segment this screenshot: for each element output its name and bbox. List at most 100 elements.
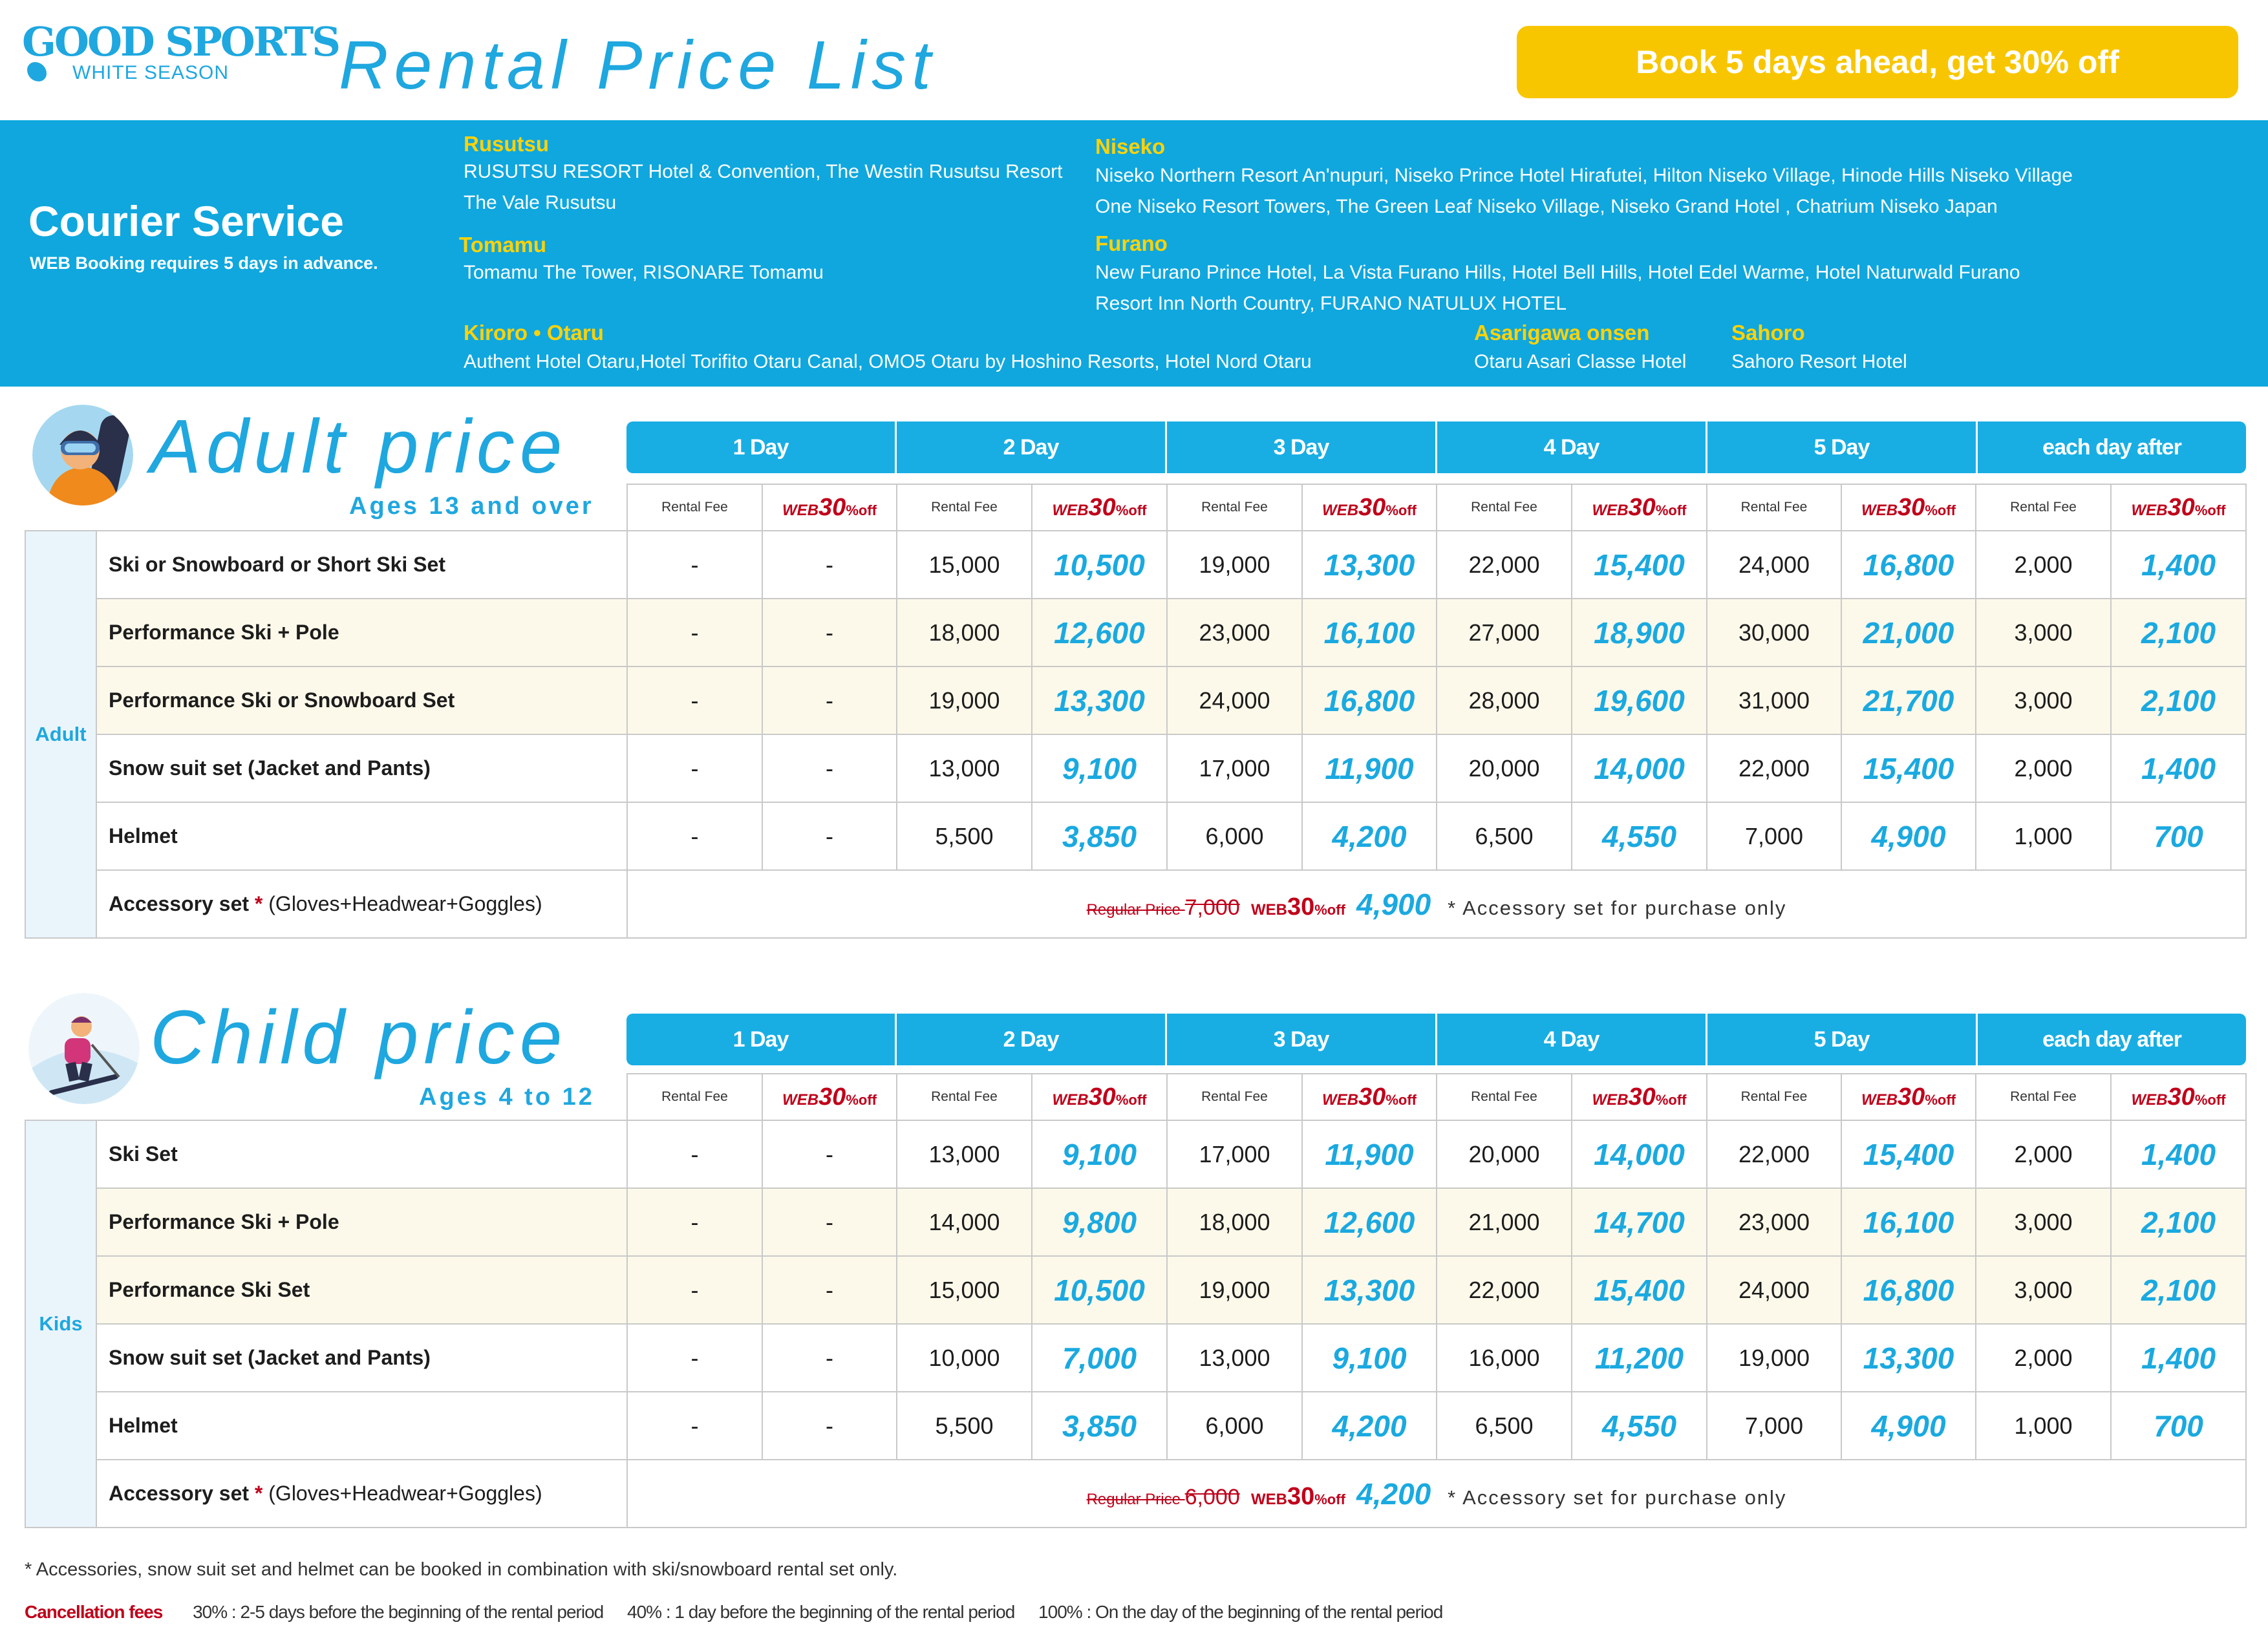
web-price-cell: 10,500 <box>1031 530 1168 599</box>
adult-day-header: 1 Day 2 Day 3 Day 4 Day 5 Day each day a… <box>626 421 2246 473</box>
web-price-cell: 4,200 <box>1301 1391 1437 1460</box>
snowboarder-avatar-icon <box>32 405 133 506</box>
web-price-cell: 9,100 <box>1301 1323 1437 1392</box>
adult-price-table: Rental Fee WEB30%off Rental Fee WEB30%of… <box>25 484 2247 939</box>
price-cell: 19,000 <box>1166 1255 1303 1325</box>
area-tomamu: Tomamu <box>459 233 547 257</box>
cancellation-item: 40% : 1 day before the beginning of the … <box>627 1602 1015 1622</box>
day-header-3: 3 Day <box>1167 421 1437 473</box>
hotels-furano-2: Resort Inn North Country, FURANO NATULUX… <box>1095 293 1567 314</box>
price-cell: - <box>762 1188 897 1257</box>
web-price-cell: 19,600 <box>1571 666 1707 735</box>
promo-banner[interactable]: Book 5 days ahead, get 30% off <box>1517 26 2238 98</box>
rental-fee-label: Rental Fee <box>1975 1073 2112 1121</box>
hotels-asarigawa: Otaru Asari Classe Hotel <box>1474 351 1687 372</box>
web-discount-label: WEB30%off <box>1841 484 1976 531</box>
day-header-after: each day after <box>2042 1027 2182 1052</box>
price-cell: 13,000 <box>896 734 1032 803</box>
adult-section-subtitle: Ages 13 and over <box>349 493 594 520</box>
group-label-kids: Kids <box>25 1120 97 1528</box>
item-name: Accessory set * (Gloves+Headwear+Goggles… <box>96 1459 628 1528</box>
rental-fee-label: Rental Fee <box>1166 484 1303 531</box>
cancellation-item: 30% : 2-5 days before the beginning of t… <box>193 1602 604 1622</box>
web-price-cell: 4,200 <box>1301 802 1437 871</box>
price-cell: 17,000 <box>1166 1120 1303 1189</box>
web-discount-label: WEB30%off <box>1571 484 1707 531</box>
price-cell: 27,000 <box>1436 598 1572 667</box>
price-cell: 3,000 <box>1975 1188 2112 1257</box>
child-price-table: Rental Fee WEB30%off Rental Fee WEB30%of… <box>25 1073 2247 1528</box>
price-cell: 10,000 <box>896 1323 1032 1392</box>
price-cell: - <box>762 802 897 871</box>
web-discount-label: WEB30%off <box>1841 1073 1976 1121</box>
item-name: Helmet <box>96 1391 628 1460</box>
price-cell: 6,000 <box>1166 1391 1303 1460</box>
web-price-cell: 7,000 <box>1031 1323 1168 1392</box>
web-price-cell: 11,900 <box>1301 1120 1437 1189</box>
price-cell: 19,000 <box>1166 530 1303 599</box>
web-price-cell: 11,900 <box>1301 734 1437 803</box>
hotels-tomamu: Tomamu The Tower, RISONARE Tomamu <box>464 262 824 283</box>
web-discount-label: WEB30%off <box>762 484 897 531</box>
brand-logo: GOOD SPORTS <box>22 18 341 65</box>
web-discount-label: WEB30%off <box>1031 484 1168 531</box>
day-header-2: 2 Day <box>897 1014 1167 1065</box>
price-cell: 2,000 <box>1975 1120 2112 1189</box>
price-cell: 2,000 <box>1975 734 2112 803</box>
web-price-cell: 4,550 <box>1571 1391 1707 1460</box>
price-cell: - <box>762 598 897 667</box>
item-name: Performance Ski or Snowboard Set <box>96 666 628 735</box>
web-discount-label: WEB30%off <box>1250 893 1345 921</box>
price-cell: 6,500 <box>1436 802 1572 871</box>
web-price-cell: 1,400 <box>2110 1120 2247 1189</box>
price-cell: 15,000 <box>896 1255 1032 1325</box>
price-cell: - <box>626 802 763 871</box>
web-price-cell: 15,400 <box>1841 1120 1976 1189</box>
web-discount-label: WEB30%off <box>1301 1073 1437 1121</box>
item-name: Snow suit set (Jacket and Pants) <box>96 1323 628 1392</box>
price-cell: 23,000 <box>1166 598 1303 667</box>
web-price-cell: 16,100 <box>1301 598 1437 667</box>
area-asarigawa-onsen: Asarigawa onsen <box>1474 321 1650 345</box>
table-row: Performance Ski Set - - 15,000 10,500 19… <box>25 1255 2247 1325</box>
hotels-furano-1: New Furano Prince Hotel, La Vista Furano… <box>1095 262 2020 283</box>
table-row: Helmet - - 5,500 3,850 6,000 4,200 6,500… <box>25 802 2247 871</box>
web-price-cell: 10,500 <box>1031 1255 1168 1325</box>
hotels-rusutsu-1: RUSUTSU RESORT Hotel & Convention, The W… <box>464 161 1063 182</box>
price-cell: - <box>626 530 763 599</box>
web-price-cell: 700 <box>2110 802 2247 871</box>
price-cell: 2,000 <box>1975 1323 2112 1392</box>
day-header-after: each day after <box>2042 435 2182 460</box>
item-name: Performance Ski + Pole <box>96 1188 628 1257</box>
logo-subtitle-text: WHITE SEASON <box>72 62 230 83</box>
web-price-cell: 12,600 <box>1301 1188 1437 1257</box>
child-section-title: Child price <box>150 995 568 1080</box>
price-cell: - <box>762 1120 897 1189</box>
web-discount-label: WEB30%off <box>1571 1073 1707 1121</box>
price-cell: - <box>626 1323 763 1392</box>
web-price-cell: 13,300 <box>1031 666 1168 735</box>
price-cell: - <box>762 734 897 803</box>
child-section-subtitle: Ages 4 to 12 <box>419 1083 595 1111</box>
web-price-cell: 13,300 <box>1301 1255 1437 1325</box>
web-price-cell: 9,800 <box>1031 1188 1168 1257</box>
price-cell: - <box>626 598 763 667</box>
price-cell: 13,000 <box>896 1120 1032 1189</box>
price-cell: 24,000 <box>1706 1255 1842 1325</box>
item-name: Ski Set <box>96 1120 628 1189</box>
child-day-header: 1 Day 2 Day 3 Day 4 Day 5 Day each day a… <box>626 1014 2246 1065</box>
price-cell: 20,000 <box>1436 1120 1572 1189</box>
price-cell: - <box>626 1120 763 1189</box>
group-label-adult: Adult <box>25 530 97 939</box>
accessory-web-price: 4,200 <box>1356 1476 1431 1511</box>
price-cell: - <box>762 666 897 735</box>
table-row: Kids Ski Set - - 13,000 9,100 17,000 11,… <box>25 1120 2247 1528</box>
price-cell: - <box>626 1255 763 1325</box>
web-discount-label: WEB30%off <box>1250 1482 1345 1510</box>
web-price-cell: 2,100 <box>2110 598 2247 667</box>
hotels-niseko-1: Niseko Northern Resort An'nupuri, Niseko… <box>1095 165 2073 186</box>
rental-fee-label: Rental Fee <box>626 484 763 531</box>
price-cell: 24,000 <box>1166 666 1303 735</box>
rental-fee-label: Rental Fee <box>1436 484 1572 531</box>
price-cell: 3,000 <box>1975 1255 2112 1325</box>
